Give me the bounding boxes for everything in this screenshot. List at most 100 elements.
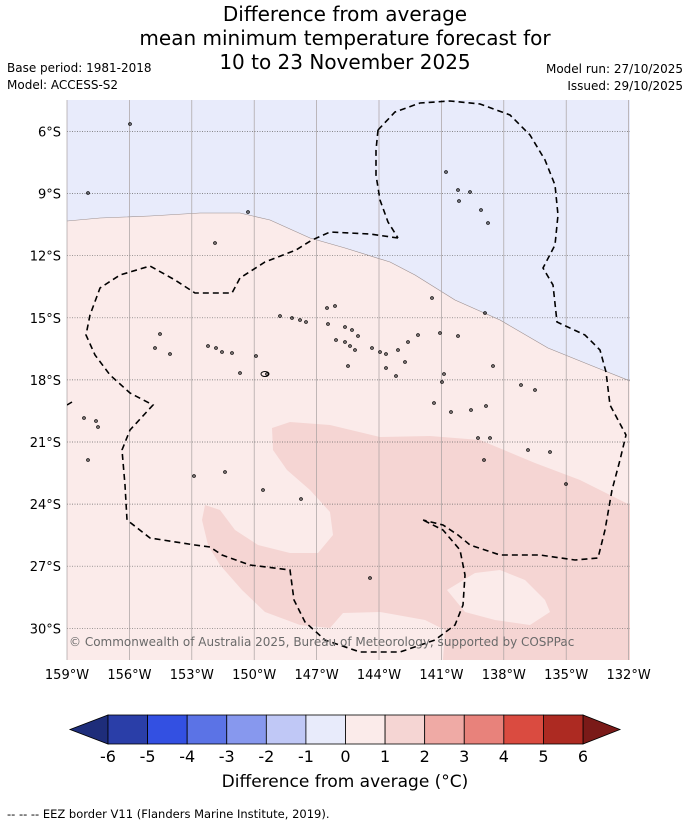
island-outline (343, 325, 347, 329)
island-outline (260, 371, 270, 377)
island-outline (265, 372, 269, 376)
island-outline (394, 374, 398, 378)
lon-label: 156°W (107, 668, 151, 683)
colorbar-swatch (186, 714, 228, 745)
island-outline (346, 364, 350, 368)
colorbar-swatch (424, 714, 465, 745)
island-outline (128, 122, 132, 126)
island-outline (432, 401, 436, 405)
island-outline (254, 354, 258, 358)
island-outline (353, 348, 357, 352)
lon-label: 144°W (357, 668, 401, 683)
colorbar-over-arrow (582, 714, 622, 745)
page-title: Difference from average mean minimum tem… (0, 2, 690, 74)
lon-label: 132°W (607, 668, 651, 683)
island-outline (325, 306, 329, 310)
lon-label: 141°W (419, 668, 463, 683)
island-outline (416, 333, 420, 337)
lon-label: 147°W (295, 668, 339, 683)
island-outline (304, 320, 308, 324)
colorbar-swatch (345, 714, 386, 745)
colorbar-swatch (265, 714, 307, 745)
lon-label: 150°W (232, 668, 276, 683)
island-outline (278, 314, 282, 318)
anomaly-region-minus-1-to-0 (67, 100, 630, 381)
colorbar-swatch (543, 714, 584, 745)
island-outline (483, 311, 487, 315)
island-outline (158, 332, 162, 336)
island-outline (356, 334, 360, 338)
island-outline (468, 190, 472, 194)
model-text: Model: ACCESS-S2 (7, 78, 119, 92)
colorbar-under-arrow (68, 714, 109, 745)
colorbar-swatch (463, 714, 505, 745)
island-outline (334, 338, 338, 342)
meta-left: Base period: 1981-2018 Model: ACCESS-S2 (7, 60, 152, 94)
island-outline (484, 404, 488, 408)
lon-label: 153°W (170, 668, 214, 683)
meta-right: Model run: 27/10/2025 Issued: 29/10/2025 (546, 61, 683, 95)
island-outline (246, 210, 250, 214)
colorbar-swatch (147, 714, 188, 745)
colorbar-tick-label: 5 (538, 747, 548, 766)
island-outline (153, 346, 157, 350)
colorbar-tick-label: -1 (298, 747, 314, 766)
title-line-2: mean minimum temperature forecast for (139, 26, 551, 50)
island-outline (96, 425, 100, 429)
model-run-text: Model run: 27/10/2025 (545, 62, 683, 76)
island-outline (564, 482, 568, 486)
lat-label: 18°S (30, 374, 61, 389)
gridlines (66, 100, 630, 660)
island-outline (548, 450, 552, 454)
lat-label: 9°S (38, 188, 61, 203)
island-outline (482, 458, 486, 462)
title-line-3: 10 to 23 November 2025 (219, 50, 471, 74)
colorbar (68, 714, 622, 745)
base-period-text: Base period: 1981-2018 (7, 61, 152, 75)
lon-label: 135°W (544, 668, 588, 683)
island-outline (396, 348, 400, 352)
eez-line-cook-islands (67, 401, 73, 406)
island-outline (406, 340, 410, 344)
island-outline (214, 346, 218, 350)
longitude-labels: 159°W 156°W 153°W 150°W 147°W 144°W 141°W 138°W… (45, 668, 651, 683)
colorbar-swatch (107, 714, 148, 745)
island-outline (299, 497, 303, 501)
island-outline (403, 360, 407, 364)
eez-borders (67, 100, 627, 653)
island-outline (213, 241, 217, 245)
island-outline (192, 474, 196, 478)
island-outline (430, 296, 434, 300)
island-outline (491, 364, 495, 368)
lat-label: 27°S (30, 560, 61, 575)
island-outline (223, 470, 227, 474)
latitude-labels: 6°S 9°S 12°S 15°S 18°S 21°S 24°S 27°S 30°S (30, 126, 61, 638)
island-outline (476, 436, 480, 440)
island-outline (479, 208, 483, 212)
island-outline (370, 346, 374, 350)
island-outline (444, 170, 448, 174)
island-outline (94, 419, 98, 423)
lat-label: 30°S (30, 622, 61, 637)
island-outline (533, 388, 537, 392)
island-outline (343, 340, 347, 344)
island-outline (384, 366, 388, 370)
colorbar-swatch (384, 714, 426, 745)
lat-label: 24°S (30, 498, 61, 513)
island-outline (440, 380, 444, 384)
eez-line-kiribati (377, 100, 627, 561)
lat-label: 12°S (30, 250, 61, 265)
zero-contour-line (67, 212, 630, 382)
colorbar-tick-label: 4 (499, 747, 509, 766)
lat-label: 21°S (30, 436, 61, 451)
island-outline (168, 352, 172, 356)
island-outline (350, 328, 354, 332)
island-outline (457, 199, 461, 203)
colorbar-tick-label: 1 (380, 747, 390, 766)
colorbar-tick-label: 2 (420, 747, 430, 766)
colorbar-title: Difference from average (°C) (221, 772, 469, 792)
lon-label: 138°W (482, 668, 526, 683)
colorbar-swatch (226, 714, 267, 745)
colorbar-tick-label: -6 (100, 747, 116, 766)
title-line-1: Difference from average (222, 2, 468, 26)
